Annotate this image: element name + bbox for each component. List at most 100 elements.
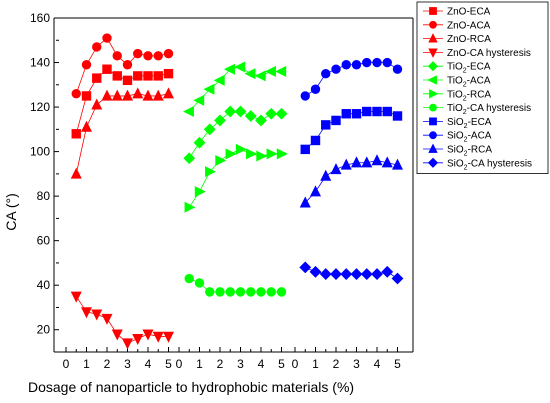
x-tick-label: 0	[63, 357, 70, 371]
series-line	[75, 296, 169, 344]
data-point	[350, 156, 363, 168]
legend-item: TiO2-ECA	[423, 61, 491, 75]
x-tick-label: 3	[124, 357, 131, 371]
y-tick-label: 140	[30, 56, 50, 70]
data-point	[214, 114, 226, 127]
data-point	[153, 71, 163, 81]
data-point	[331, 115, 341, 126]
legend-item: TiO2-CA hysteresis	[423, 103, 531, 116]
data-point	[275, 107, 288, 120]
data-point	[71, 89, 81, 99]
data-point	[112, 71, 122, 81]
data-point	[184, 273, 194, 284]
data-point	[203, 83, 215, 95]
data-point	[194, 186, 206, 198]
x-tick-label: 2	[104, 357, 111, 371]
data-point	[193, 136, 206, 149]
data-point	[225, 287, 235, 297]
legend-item: ZnO-CA hysteresis	[423, 48, 531, 59]
x-tick-label: 1	[196, 357, 203, 371]
data-point	[362, 57, 372, 68]
data-point	[382, 57, 392, 68]
data-point	[266, 287, 276, 297]
legend-marker	[429, 117, 437, 126]
data-point	[203, 123, 216, 136]
data-point	[70, 167, 82, 179]
legend-item: SiO2-CA hysteresis	[423, 157, 532, 171]
data-point	[341, 60, 351, 70]
data-point	[350, 268, 363, 280]
data-point	[381, 265, 394, 278]
series-tio2-rca	[184, 143, 288, 213]
data-point	[225, 148, 237, 160]
x-tick-label: 2	[333, 357, 340, 371]
legend-label-base: SiO	[447, 158, 464, 169]
data-point	[299, 261, 312, 274]
legend-label-base: TiO	[447, 89, 463, 100]
data-point	[256, 287, 266, 297]
data-point	[256, 150, 268, 162]
data-point	[382, 106, 392, 117]
data-point	[80, 120, 93, 132]
data-point	[121, 89, 134, 101]
legend-item: SiO2-RCA	[423, 143, 492, 158]
series-sio2-aca	[300, 57, 403, 101]
data-point	[310, 84, 321, 94]
legend-item: ZnO-ECA	[423, 7, 491, 18]
data-point	[71, 129, 81, 139]
data-point	[223, 63, 235, 75]
legend-label: TiO2-CA hysteresis	[447, 103, 531, 116]
data-point	[122, 60, 133, 70]
y-tick-label: 40	[37, 278, 51, 292]
data-point	[133, 71, 143, 81]
data-point	[361, 156, 373, 168]
data-point	[235, 287, 246, 297]
data-point	[372, 57, 382, 68]
data-point	[205, 287, 215, 297]
legend-item: ZnO-RCA	[423, 33, 491, 45]
data-point	[91, 309, 103, 321]
data-point	[70, 291, 82, 303]
data-point	[163, 48, 174, 59]
data-point	[111, 329, 123, 341]
data-point	[162, 87, 175, 99]
series-line	[75, 37, 169, 94]
legend-label-rest: -CA hysteresis	[467, 103, 531, 114]
data-point	[111, 89, 123, 101]
data-point	[341, 109, 351, 119]
x-axis-title: Dosage of nanoparticle to hydrophobic ma…	[28, 379, 354, 395]
legend-marker	[429, 89, 439, 99]
y-tick-label: 100	[30, 145, 50, 159]
data-point	[360, 268, 373, 280]
legend-marker	[427, 61, 439, 72]
series-line	[75, 93, 169, 174]
x-tick-label: 4	[374, 357, 381, 371]
x-tick-label: 4	[145, 357, 152, 371]
data-point	[91, 98, 103, 110]
x-tick-label: 1	[312, 357, 319, 371]
series-tio2-ca-hysteresis	[184, 273, 287, 297]
x-tick-label: 3	[353, 357, 360, 371]
data-point	[143, 71, 153, 81]
series-sio2-ca-hysteresis	[299, 261, 404, 285]
series-zno-aca	[71, 33, 174, 99]
data-point	[300, 144, 310, 155]
legend-label-rest: -CA hysteresis	[468, 158, 532, 169]
series-line	[75, 68, 169, 134]
series-tio2-eca	[183, 105, 288, 165]
data-point	[235, 143, 247, 155]
data-point	[264, 65, 276, 77]
data-point	[276, 287, 287, 297]
series-line	[304, 160, 398, 204]
data-point	[132, 87, 144, 99]
data-point	[340, 158, 352, 170]
series-zno-rca	[70, 87, 175, 179]
legend-label: TiO2-ACA	[447, 76, 491, 89]
legend-label-base: SiO	[447, 145, 464, 156]
series-sio2-eca	[300, 106, 403, 155]
data-point	[215, 287, 225, 297]
legend-label-subscript: 2	[463, 82, 467, 89]
data-point	[213, 74, 225, 86]
legend-label-rest: -ACA	[467, 76, 491, 87]
data-point	[275, 65, 287, 77]
